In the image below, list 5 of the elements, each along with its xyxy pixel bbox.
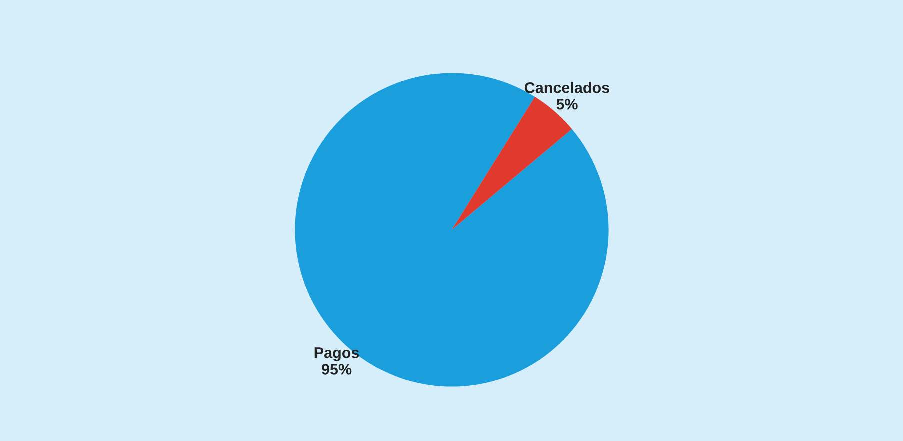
data-label: 5% [556,99,578,110]
slice-label: Cancelados [524,82,610,94]
pie-slice [295,73,609,387]
slice-label: Pagos [314,348,360,362]
data-label: 95% [322,364,352,375]
